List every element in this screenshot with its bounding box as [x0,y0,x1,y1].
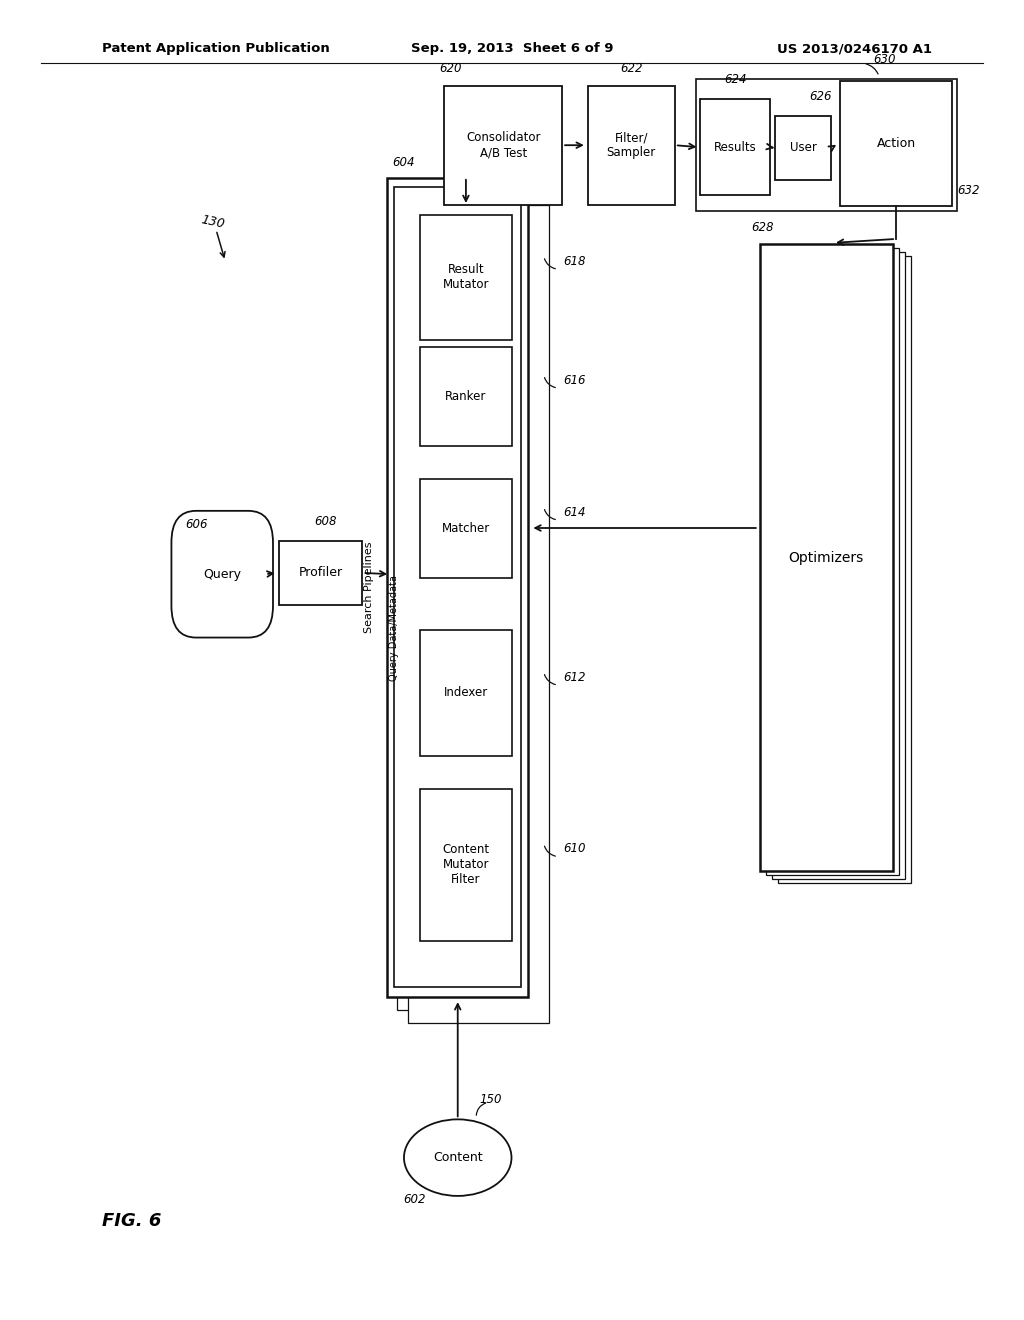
Text: Sep. 19, 2013  Sheet 6 of 9: Sep. 19, 2013 Sheet 6 of 9 [411,42,613,55]
Text: Filter/
Sampler: Filter/ Sampler [606,131,656,160]
Ellipse shape [403,1119,512,1196]
Bar [397,191,539,1010]
Bar [840,81,952,206]
Text: 620: 620 [439,62,462,75]
FancyBboxPatch shape [171,511,273,638]
Bar [760,244,893,871]
Text: Results: Results [714,141,757,153]
Bar [700,99,770,195]
Text: Indexer: Indexer [443,686,488,700]
Text: 606: 606 [185,517,208,531]
Text: 622: 622 [621,62,642,75]
Text: 626: 626 [809,90,831,103]
Bar [696,79,957,211]
Text: 608: 608 [314,515,337,528]
Bar [387,178,528,997]
Bar [408,205,549,1023]
Text: 610: 610 [563,842,586,855]
Bar [772,252,905,879]
Bar [778,256,911,883]
Text: 618: 618 [563,255,586,268]
Text: 624: 624 [724,73,746,86]
Text: Matcher: Matcher [441,521,490,535]
Text: 604: 604 [392,156,415,169]
Bar [420,789,512,940]
Text: Consolidator
A/B Test: Consolidator A/B Test [466,131,541,160]
Bar [588,86,675,205]
Bar [420,346,512,446]
Text: 612: 612 [563,671,586,684]
Text: Ranker: Ranker [445,389,486,403]
Bar [420,214,512,339]
Text: 630: 630 [873,53,896,66]
Text: 632: 632 [957,183,980,197]
Text: Patent Application Publication: Patent Application Publication [102,42,330,55]
Text: Action: Action [877,137,915,149]
Text: US 2013/0246170 A1: US 2013/0246170 A1 [777,42,932,55]
Text: Content: Content [433,1151,482,1164]
Text: Optimizers: Optimizers [788,550,864,565]
Text: Query Data/Metadata: Query Data/Metadata [389,576,399,681]
Text: User: User [790,141,817,154]
Text: Result
Mutator: Result Mutator [442,263,489,292]
Text: 130: 130 [200,213,226,231]
Bar [444,86,562,205]
Text: 150: 150 [479,1093,502,1106]
Text: FIG. 6: FIG. 6 [102,1212,162,1230]
Text: Profiler: Profiler [298,566,343,579]
Bar [279,541,362,605]
Bar [420,479,512,578]
Bar [775,116,831,180]
Text: 628: 628 [752,220,774,234]
Bar [766,248,899,875]
Text: 602: 602 [403,1193,426,1206]
Bar [394,187,521,987]
Text: Content
Mutator
Filter: Content Mutator Filter [442,843,489,886]
Text: Search Pipelines: Search Pipelines [364,541,374,634]
Bar [420,631,512,755]
Text: Query: Query [203,568,242,581]
Text: 614: 614 [563,506,586,519]
Text: 616: 616 [563,374,586,387]
